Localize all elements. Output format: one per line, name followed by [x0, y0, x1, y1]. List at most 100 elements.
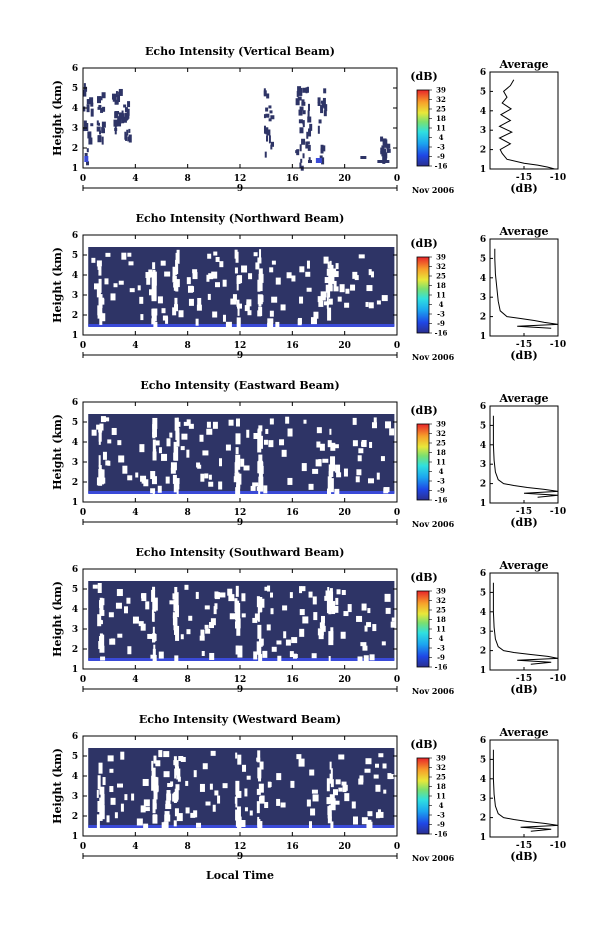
missing-cell: [152, 626, 155, 641]
echo-cell: [307, 144, 311, 151]
missing-cell: [363, 655, 369, 663]
x-tick-label: 4: [132, 842, 138, 852]
colorbar-tick-label: 4: [439, 634, 444, 643]
missing-cell: [267, 318, 274, 324]
missing-cell: [174, 297, 178, 307]
missing-cell: [237, 645, 243, 658]
missing-cell: [206, 274, 210, 282]
echo-cell: [270, 115, 275, 120]
missing-cell: [375, 784, 381, 792]
missing-cell: [329, 428, 332, 435]
missing-cell: [152, 424, 155, 435]
missing-cell: [299, 628, 305, 637]
missing-cell: [204, 473, 209, 479]
echo-cell: [126, 114, 130, 119]
missing-cell: [176, 417, 179, 432]
missing-cell: [287, 477, 293, 485]
missing-cell: [102, 451, 107, 460]
echo-cell: [115, 91, 118, 98]
missing-cell: [291, 275, 296, 282]
missing-cell: [152, 489, 155, 496]
y-tick-label: 5: [72, 585, 78, 595]
missing-cell: [172, 307, 177, 316]
missing-cell: [127, 646, 132, 655]
missing-cell: [343, 611, 349, 617]
average-y-tick-label: 6: [480, 736, 486, 746]
missing-cell: [96, 260, 102, 267]
echo-cell: [263, 90, 267, 97]
missing-cell: [141, 478, 146, 484]
y-tick-label: 1: [72, 164, 78, 174]
echo-cell: [299, 162, 302, 169]
missing-cell: [290, 780, 295, 788]
x-tick-label: 12: [234, 675, 247, 685]
missing-cell: [210, 750, 216, 756]
x-tick-label: 16: [286, 675, 299, 685]
missing-cell: [298, 758, 305, 767]
average-title: Average: [498, 726, 548, 739]
echo-cell: [323, 88, 327, 94]
missing-cell: [246, 429, 250, 438]
missing-cell: [270, 608, 274, 615]
missing-cell: [218, 481, 223, 490]
missing-cell: [176, 813, 183, 822]
missing-cell: [309, 821, 313, 829]
echo-cell: [128, 128, 131, 133]
echo-cell: [381, 149, 385, 157]
missing-cell: [310, 808, 316, 816]
missing-cell: [152, 799, 156, 814]
missing-cell: [289, 592, 293, 599]
missing-cell: [234, 598, 238, 613]
missing-cell: [163, 771, 170, 778]
echo-cell: [127, 101, 131, 108]
echo-cell: [83, 89, 87, 97]
echo-cell: [296, 90, 299, 97]
colorbar-tick-label: -9: [437, 319, 445, 328]
missing-cell: [102, 777, 106, 786]
missing-cell: [328, 631, 334, 646]
missing-cell: [258, 435, 263, 449]
echo-cell: [380, 147, 383, 153]
x-tick-label: 8: [185, 174, 191, 184]
missing-cell: [374, 763, 379, 768]
average-y-tick-label: 6: [480, 68, 486, 78]
colorbar-tick-label: 39: [436, 253, 446, 262]
missing-cell: [196, 462, 201, 468]
colorbar-tick-label: 39: [436, 754, 446, 763]
missing-cell: [256, 641, 261, 655]
missing-cell: [258, 425, 263, 432]
echo-cell: [320, 100, 325, 104]
average-x-tick-label: -15: [516, 173, 532, 183]
echo-cell: [86, 148, 89, 153]
missing-cell: [376, 300, 381, 305]
echo-cell: [270, 144, 273, 150]
missing-cell: [247, 310, 252, 316]
y-tick-label: 1: [72, 331, 78, 341]
missing-cell: [141, 593, 147, 602]
missing-cell: [155, 760, 161, 767]
echo-cell: [119, 89, 123, 95]
missing-cell: [317, 296, 323, 303]
missing-cell: [98, 427, 103, 433]
average-y-tick-label: 4: [480, 107, 486, 117]
colorbar-tick-label: 25: [436, 773, 446, 782]
missing-cell: [330, 469, 334, 477]
y-axis-label: Height (km): [51, 581, 64, 657]
echo-cell: [269, 110, 273, 114]
y-tick-label: 3: [72, 792, 78, 802]
missing-cell: [118, 280, 124, 285]
missing-cell: [152, 597, 158, 611]
missing-cell: [174, 592, 179, 607]
missing-cell: [376, 472, 380, 480]
missing-cell: [280, 304, 286, 311]
missing-cell: [258, 307, 263, 317]
echo-cell: [266, 93, 270, 99]
missing-cell: [335, 779, 341, 785]
missing-cell: [373, 774, 379, 779]
y-tick-label: 5: [72, 84, 78, 94]
missing-cell: [230, 298, 237, 305]
missing-cell: [338, 754, 345, 760]
y-tick-label: 5: [72, 752, 78, 762]
missing-cell: [173, 622, 177, 631]
missing-cell: [308, 591, 313, 598]
